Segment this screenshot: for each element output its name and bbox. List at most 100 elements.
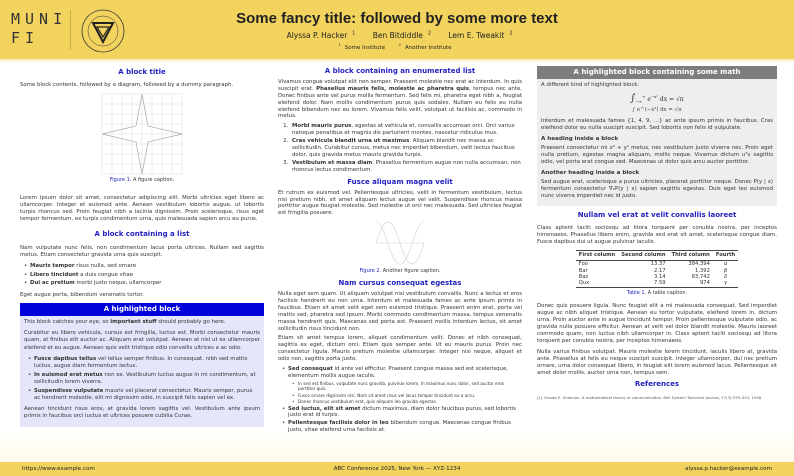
item-bold: Dui ac pretium <box>30 280 75 287</box>
column-header: First column <box>575 250 619 262</box>
column-header: Fourth <box>712 250 739 262</box>
table-cell: 13.37 <box>650 261 666 268</box>
item-bold: Morbi mauris purus <box>292 123 352 130</box>
item-bold: Suspendisse vulputate <box>34 387 104 394</box>
highlighted-block: A highlighted block This block catches y… <box>20 302 264 428</box>
bullet-list: Sed consequat id ante vel efficitur. Pra… <box>282 366 522 434</box>
enumerated-list: Morbi mauris purus, egestas at vehicula … <box>290 123 522 173</box>
institute: 2 Another Institute <box>399 43 456 51</box>
poster-title: Some fancy title: followed by some more … <box>236 10 558 27</box>
block-text: A different kind of highlighted block. <box>541 82 640 88</box>
block-text: This block catches your eye, so importan… <box>24 319 260 326</box>
block-text: Praesent consectetur mi x² + y² metus, n… <box>541 145 773 166</box>
block-title: A highlighted block containing some math <box>537 66 777 79</box>
block-text: Nam vulputate nunc felis, non condimentu… <box>20 244 264 258</box>
item-text: id ante vel efficitur. Praesent congue m… <box>288 366 508 379</box>
block-title: Nullam vel erat at velit convallis laore… <box>577 211 737 220</box>
item-bold: Pellentesque facilisis dolor in leo <box>288 420 389 427</box>
table-cell: 974 <box>668 280 713 288</box>
figure-caption: Figure 1. A figure caption. <box>20 177 264 184</box>
faculty-seal-icon <box>81 9 125 53</box>
item-bold: Vestibulum et massa diam <box>292 159 373 166</box>
item-text: non ex. Vestibulum luctus augue in mi co… <box>34 371 256 385</box>
block-text: Some block contents, followed by a diagr… <box>20 82 234 89</box>
column-header: Second column <box>618 250 669 262</box>
item-text: . Aliquam blandit nec massa ac sollicitu… <box>292 138 515 158</box>
equation-typeset: ∫−∞∞ e−x² dx = √π <box>541 93 773 105</box>
block-text: Et rutrum ex euismod vel. Pellentesque u… <box>278 189 522 217</box>
upper-limit: ∞ <box>642 94 646 99</box>
block-text: Donec quis posuere ligula. Nunc feugiat … <box>537 302 777 344</box>
list-item: Suspendisse vulputate mauris vel placera… <box>28 387 260 402</box>
block-text: Sed augue erat, scelerisque a purus ultr… <box>541 179 773 200</box>
affiliation-mark: 1 <box>352 30 356 36</box>
logo-line1: MUNI <box>11 10 68 28</box>
list-item: Dui ac pretium morbi justo neque, ullamc… <box>24 280 264 287</box>
integral-sign: ∫ <box>630 93 636 104</box>
footer-url[interactable]: https://www.example.com <box>22 466 95 472</box>
item-text: dictum maximus, diam dolor faucibus puru… <box>288 405 516 419</box>
item-text: , egestas at vehicula et, convallis accu… <box>292 123 515 137</box>
block-text: Vivamus congue volutpat elit non semper.… <box>278 79 522 120</box>
affiliation-mark: 2 <box>427 30 431 36</box>
figure-caption: Figure 2. Another figure caption. <box>278 268 522 275</box>
list-item: Pellentesque facilisis dolor in leo bibe… <box>282 420 522 434</box>
item-bold: Sed luctus, elit sit amet <box>288 405 361 412</box>
author: Ben Bitdiddle 2 <box>368 30 431 40</box>
nested-item: In sed est finibus, vulputate nunc gravi… <box>292 381 522 392</box>
author-name: Ben Bitdiddle <box>372 30 423 40</box>
item-text: bibendum congue. Maecenas congue finibus… <box>288 420 511 434</box>
table-cell: 2.17 <box>654 267 666 274</box>
affiliation-mark: 2 <box>509 30 513 36</box>
table-header-row: First column Second column Third column … <box>575 250 739 262</box>
block-text: Nulla eget sem quam. Ut aliquam volutpat… <box>278 291 522 332</box>
nested-list: In sed est finibus, vulputate nunc gravi… <box>292 381 522 405</box>
logo-divider <box>70 10 71 50</box>
background-fade <box>0 430 794 462</box>
equation: ∫ e^(−x²) dx = √π <box>632 107 682 114</box>
block-title: Fusce aliquam magna velit <box>347 177 453 186</box>
block-text: Lorem ipsum dolor sit amet, consectetur … <box>20 194 264 223</box>
column-left: A block title Some block contents, follo… <box>20 66 264 428</box>
item-bold: Mauris tempor <box>30 263 75 270</box>
block-text: Curabitur eu libero vehicula, cursus est… <box>24 330 260 351</box>
text: , tempus nec ante. Donec finibus ante ve… <box>278 85 522 120</box>
table-label: Table 1. <box>626 289 647 296</box>
list-item: In euismod erat metus non ex. Vestibulum… <box>28 371 260 386</box>
author: Lem E. Tweakit 2 <box>443 30 513 40</box>
item-bold: In euismod erat metus <box>34 371 103 378</box>
references-title: References <box>634 379 680 388</box>
table-cell: 83,742 <box>691 274 710 280</box>
exponent: −x² <box>650 94 658 99</box>
table-cell: 7.59 <box>618 280 669 288</box>
block-text: Interdum et malesuada fames {1, 4, 9, …}… <box>541 118 773 132</box>
figure-label: Figure 1. <box>109 177 132 184</box>
block-text: Class aptent taciti sociosqu ad litora t… <box>537 225 777 246</box>
table-cell: α <box>723 261 728 268</box>
list-item: Sed consequat id ante vel efficitur. Pra… <box>282 366 522 405</box>
reference-item: [1] Claude E. Shannon. A mathematical th… <box>537 394 763 400</box>
list-item: Libero tincidunt a duis congue vitae <box>24 271 264 279</box>
block-heading: A heading inside a block <box>541 136 619 143</box>
list-item: Cras vehicula blandit urna ut maximus. A… <box>290 138 522 159</box>
list-item: Sed luctus, elit sit amet dictum maximus… <box>282 405 522 420</box>
table-cell: γ <box>712 280 739 288</box>
table-cell: δ <box>723 274 728 280</box>
item-text: a duis congue vitae <box>78 271 134 278</box>
item-text: mauris vel placerat consectetur. Mauris … <box>34 387 253 401</box>
list-item: Fusce dapibus tellus vel tellus semper f… <box>28 356 260 370</box>
item-text: . Phasellus fermentum augue non nulla ac… <box>292 159 521 173</box>
table-row: Foo 13.37 384,394 α <box>576 261 738 268</box>
item-text: risus nulla, sed ornare <box>74 263 137 270</box>
table-caption-text: A table caption. <box>647 289 688 296</box>
table-row: Bar 2.17 1,392 β <box>576 268 738 274</box>
institute-name: Another Institute <box>405 44 452 51</box>
list-item: Morbi mauris purus, egestas at vehicula … <box>290 123 522 137</box>
integrand: e <box>647 96 651 103</box>
table-cell: Baz <box>578 274 589 280</box>
item-bold: Sed consequat <box>288 366 333 373</box>
footer-email[interactable]: alyssa.p.hacker@example.com <box>685 466 772 472</box>
text: Vivamus congue volutpat elit non semper.… <box>278 78 522 92</box>
list-item: Mauris tempor risus nulla, sed ornare <box>24 263 264 270</box>
author-name: Alyssa P. Hacker <box>286 30 348 40</box>
